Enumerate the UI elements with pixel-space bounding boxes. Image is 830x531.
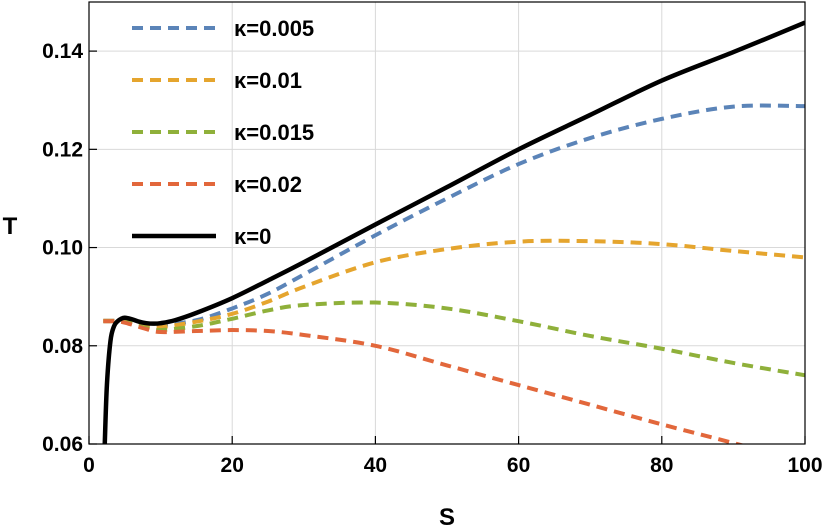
plot-frame [88, 1, 806, 445]
series-line-0 [103, 103, 805, 328]
x-tick-label: 0 [83, 454, 95, 477]
y-tick-label: 0.08 [42, 335, 83, 358]
series-line-2 [103, 300, 805, 378]
legend-label-1: κ=0.01 [234, 68, 302, 93]
legend: κ=0.005 κ=0.01 κ=0.015 κ=0.02 κ=0 [132, 16, 314, 249]
y-tick-label: 0.12 [42, 138, 83, 161]
x-axis-label: S [439, 504, 455, 531]
series-line-3 [103, 319, 745, 444]
legend-label-3: κ=0.02 [234, 172, 302, 197]
legend-label-0: κ=0.005 [234, 16, 314, 41]
y-tick-label: 0.10 [42, 237, 83, 260]
y-tick-label: 0.06 [42, 433, 83, 456]
ticks: 0 20 40 60 80 100 0.06 0.08 0.10 0.12 0.14 [42, 40, 822, 477]
legend-label-2: κ=0.015 [234, 120, 314, 145]
x-tick-label: 80 [650, 454, 673, 477]
series-layer [102, 20, 805, 444]
y-axis-label: T [3, 213, 18, 240]
series-line-4 [102, 20, 805, 444]
x-tick-label: 100 [787, 454, 822, 477]
y-tick-label: 0.14 [42, 40, 83, 63]
x-tick-label: 20 [221, 454, 244, 477]
x-tick-label: 40 [364, 454, 387, 477]
x-tick-label: 60 [507, 454, 530, 477]
series-line-1 [103, 238, 805, 330]
legend-label-4: κ=0 [234, 224, 271, 249]
